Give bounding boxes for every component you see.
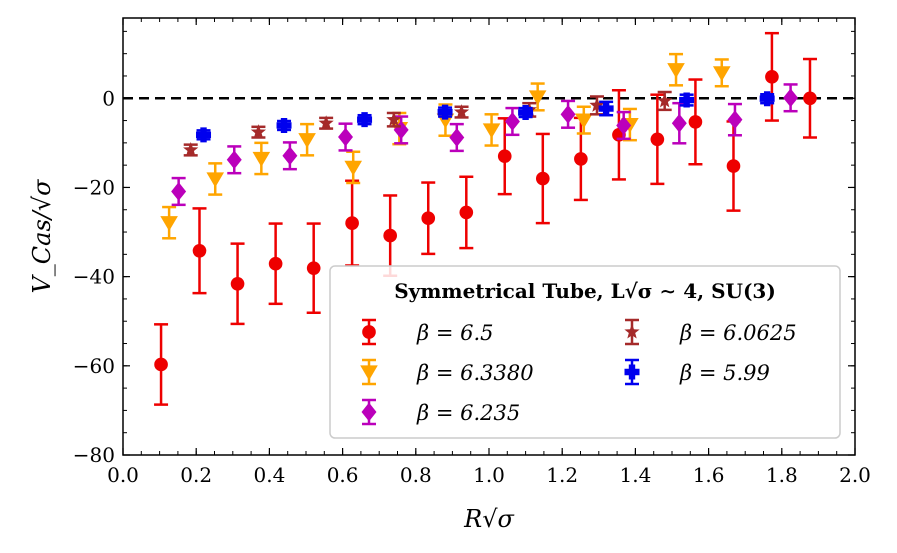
legend-box	[329, 265, 841, 439]
x-tick-label: 1.4	[619, 463, 651, 487]
data-point	[252, 151, 271, 167]
data-point	[560, 104, 576, 124]
data-point	[160, 216, 178, 232]
x-tick-label: 1.2	[546, 463, 578, 487]
data-point	[192, 243, 207, 258]
data-point	[712, 66, 731, 82]
y-tick-label: −80	[73, 443, 115, 467]
data-point	[338, 127, 354, 147]
data-point	[449, 128, 465, 147]
legend-marker	[624, 324, 640, 339]
data-point	[298, 133, 316, 149]
data-point	[345, 216, 359, 230]
legend-marker	[360, 365, 378, 381]
x-tick-label: 0.2	[180, 463, 212, 487]
data-point	[421, 211, 436, 226]
data-point	[276, 117, 292, 133]
data-point	[803, 91, 817, 106]
y-axis-title: V_Cas/√σ	[28, 179, 56, 294]
data-point	[171, 182, 187, 201]
data-point	[518, 105, 534, 121]
legend-label: β = 6.5	[416, 321, 493, 345]
data-point	[783, 88, 799, 108]
data-point	[504, 112, 520, 131]
data-point	[759, 91, 775, 107]
legend-title: Symmetrical Tube, L√σ ∼ 4, SU(3)	[394, 279, 776, 303]
data-point	[497, 149, 512, 164]
data-point	[650, 132, 665, 147]
legend-entry: β = 6.0625	[624, 318, 797, 346]
data-point	[282, 146, 298, 166]
data-point	[357, 112, 373, 128]
data-point	[482, 123, 501, 139]
y-tick-label: −20	[73, 175, 115, 199]
data-point	[453, 104, 470, 119]
data-point	[386, 111, 402, 127]
x-axis-title: R√σ	[463, 505, 514, 533]
legend-label: β = 6.235	[416, 401, 520, 425]
y-tick-label: −40	[73, 265, 115, 289]
data-point	[250, 124, 267, 139]
data-point	[383, 228, 397, 243]
y-tick-label: 0	[102, 86, 115, 110]
data-point	[679, 92, 695, 108]
data-point	[459, 205, 474, 220]
data-point	[318, 115, 334, 130]
data-point	[589, 97, 605, 112]
legend-entry: β = 6.235	[361, 398, 520, 426]
legend-label: β = 6.0625	[679, 321, 797, 345]
legend-marker	[361, 402, 377, 422]
legend-entry: β = 5.99	[624, 358, 770, 386]
data-point	[437, 104, 453, 120]
x-tick-label: 2.0	[839, 463, 871, 487]
series-3	[183, 90, 673, 157]
legend-entry: β = 6.5	[362, 318, 493, 346]
data-point	[196, 127, 212, 143]
data-point	[306, 261, 321, 275]
data-point	[528, 90, 547, 106]
x-tick-label: 0.4	[253, 463, 285, 487]
y-tick-label: −60	[73, 354, 115, 378]
x-tick-label: 0.6	[327, 463, 359, 487]
legend-marker	[362, 325, 376, 339]
x-tick-label: 1.0	[473, 463, 505, 487]
data-point	[574, 152, 588, 166]
data-point	[616, 116, 632, 135]
data-point	[535, 171, 550, 186]
series-1	[160, 52, 731, 240]
legend-entry: β = 6.3380	[360, 358, 534, 386]
x-tick-label: 0.0	[107, 463, 139, 487]
x-tick-label: 0.8	[400, 463, 432, 487]
data-point	[671, 113, 687, 133]
data-point	[726, 159, 741, 173]
legend-marker	[624, 364, 640, 380]
x-tick-label: 1.6	[693, 463, 725, 487]
data-point	[206, 172, 225, 188]
data-point	[183, 141, 199, 157]
data-point	[344, 160, 363, 176]
data-point	[727, 110, 743, 130]
x-tick-label: 1.8	[766, 463, 798, 487]
data-point	[230, 276, 245, 291]
data-point	[154, 357, 168, 372]
data-point	[574, 113, 593, 129]
data-point	[268, 256, 283, 271]
series-2	[171, 83, 799, 207]
data-point	[598, 101, 614, 117]
data-point	[667, 63, 685, 79]
data-point	[657, 92, 673, 108]
data-point	[393, 120, 409, 140]
legend-label: β = 5.99	[679, 361, 770, 385]
series-4	[196, 91, 775, 143]
data-point	[765, 70, 779, 84]
data-point	[226, 150, 242, 170]
data-point	[688, 115, 703, 129]
legend-label: β = 6.3380	[416, 361, 534, 385]
series-0	[154, 31, 817, 406]
